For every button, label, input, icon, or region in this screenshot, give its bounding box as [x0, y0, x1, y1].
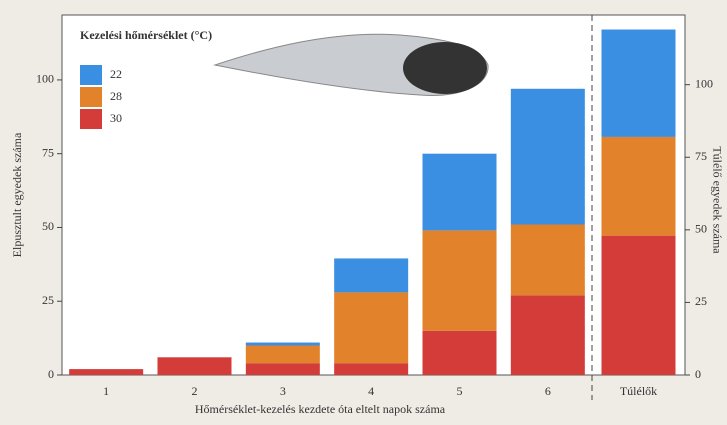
bar-segment — [602, 236, 676, 375]
y-axis-label: Elpusztult egyedek száma — [10, 132, 24, 257]
y2-tick-label: 100 — [695, 76, 713, 90]
bar-segment — [246, 363, 320, 375]
legend-label: 22 — [110, 67, 122, 81]
legend-swatch — [80, 65, 102, 85]
y-tick-label: 50 — [42, 219, 54, 233]
legend-swatch — [80, 109, 102, 129]
legend-label: 30 — [110, 111, 122, 125]
bar-segment — [158, 357, 232, 375]
y2-tick-label: 25 — [695, 294, 707, 308]
x-tick-label: 6 — [545, 384, 551, 398]
legend-swatch — [80, 87, 102, 107]
x-tick-label: 2 — [192, 384, 198, 398]
y-tick-label: 0 — [48, 367, 54, 381]
x-tick-label: 3 — [280, 384, 286, 398]
bar-segment — [423, 154, 497, 231]
y2-axis-label: Túlélő egyedek száma — [710, 146, 724, 254]
bar-segment — [602, 30, 676, 137]
bar-segment — [511, 225, 585, 296]
y2-tick-label: 50 — [695, 222, 707, 236]
bar-segment — [423, 230, 497, 330]
y-tick-label: 100 — [36, 72, 54, 86]
bar-segment — [334, 258, 408, 292]
y-tick-label: 25 — [42, 293, 54, 307]
chart: Kezelési hőmérséklet (°C) Elpusztult egy… — [0, 0, 727, 420]
legend-title: Kezelési hőmérséklet (°C) — [80, 28, 212, 42]
y2-tick-label: 0 — [695, 367, 701, 381]
legend-label: 28 — [110, 89, 122, 103]
bar-segment — [423, 331, 497, 375]
y-tick-label: 75 — [42, 145, 54, 159]
bar-segment — [511, 295, 585, 375]
x-tick-label: 5 — [457, 384, 463, 398]
bar-segment — [246, 343, 320, 346]
x-tick-label: Túlélők — [620, 384, 657, 398]
bar-segment — [511, 89, 585, 225]
bar-segment — [246, 345, 320, 363]
bar-segment — [334, 292, 408, 363]
bar-segment — [334, 363, 408, 375]
x-tick-label: 1 — [103, 384, 109, 398]
x-tick-label: 4 — [368, 384, 374, 398]
y2-tick-label: 75 — [695, 149, 707, 163]
bar-segment — [602, 137, 676, 236]
bar-segment — [69, 369, 143, 375]
x-axis-label: Hőmérséklet-kezelés kezdete óta eltelt n… — [195, 402, 446, 416]
